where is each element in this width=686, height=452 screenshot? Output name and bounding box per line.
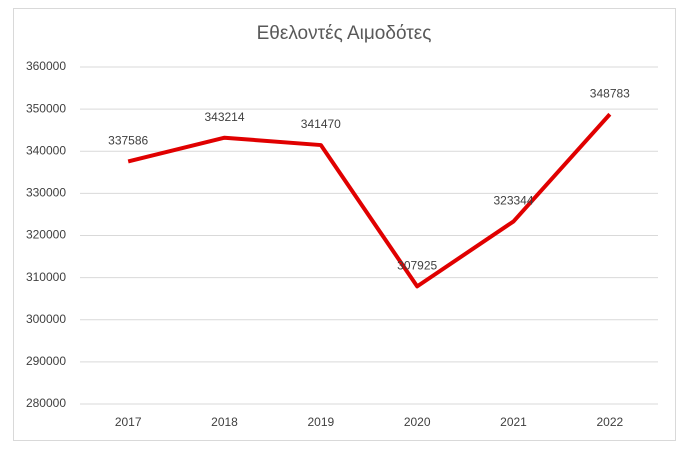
x-tick-label: 2018 xyxy=(211,415,238,429)
x-tick-label: 2017 xyxy=(115,415,142,429)
y-tick-label: 280000 xyxy=(26,396,66,410)
data-label: 307925 xyxy=(397,259,437,273)
y-tick-label: 290000 xyxy=(26,354,66,368)
data-label: 337586 xyxy=(108,134,148,148)
y-tick-label: 300000 xyxy=(26,312,66,326)
y-tick-label: 330000 xyxy=(26,186,66,200)
y-tick-label: 340000 xyxy=(26,143,66,157)
data-label: 343214 xyxy=(204,110,244,124)
y-tick-label: 360000 xyxy=(26,59,66,73)
y-tick-label: 320000 xyxy=(26,228,66,242)
y-tick-label: 310000 xyxy=(26,270,66,284)
chart-border xyxy=(13,8,676,441)
data-line xyxy=(127,112,612,289)
data-label: 348783 xyxy=(590,86,630,100)
x-tick-label: 2022 xyxy=(596,415,623,429)
y-tick-label: 350000 xyxy=(26,101,66,115)
data-label: 341470 xyxy=(301,117,341,131)
x-tick-label: 2019 xyxy=(307,415,334,429)
x-tick-label: 2020 xyxy=(404,415,431,429)
chart-title: Εθελοντές Αιμοδότες xyxy=(257,23,432,44)
data-label: 323344 xyxy=(493,194,533,208)
x-tick-label: 2021 xyxy=(500,415,527,429)
